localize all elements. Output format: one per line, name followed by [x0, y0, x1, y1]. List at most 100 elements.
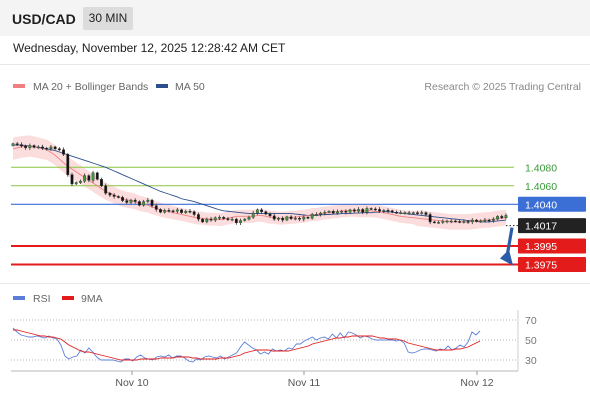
timeframe-button[interactable]: 30 MIN — [83, 7, 133, 30]
candle — [104, 183, 108, 195]
rsi-tick-50: 50 — [525, 335, 537, 347]
candle — [138, 200, 141, 207]
candle — [41, 144, 44, 150]
moving-averages — [12, 144, 507, 223]
candle — [188, 209, 192, 214]
legend-9ma: 9MA — [81, 293, 103, 305]
candle — [310, 212, 314, 220]
level-label-1.3995: 1.3995 — [525, 241, 557, 253]
bollinger-band — [13, 135, 506, 230]
x-tick-label: Nov 12 — [460, 377, 493, 389]
legend-swatch-rsi — [13, 296, 25, 300]
candle — [382, 208, 386, 214]
candle — [159, 208, 162, 214]
candle — [437, 220, 440, 224]
ma20-line — [12, 145, 507, 223]
candle — [277, 216, 280, 222]
candle — [491, 217, 495, 223]
candle — [432, 220, 436, 224]
credit-text: Research © 2025 Trading Central — [424, 81, 581, 93]
candle — [390, 209, 394, 214]
candle — [272, 213, 276, 221]
candle — [205, 217, 209, 224]
candle — [175, 207, 179, 214]
candle — [226, 216, 230, 221]
candle — [331, 209, 335, 215]
candle — [91, 170, 95, 183]
candle — [87, 174, 91, 183]
candle — [357, 207, 360, 213]
candle — [251, 210, 255, 219]
level-box-1.4017 — [518, 218, 586, 234]
candle — [209, 216, 213, 222]
candle — [108, 191, 112, 197]
candle — [327, 210, 331, 214]
candle — [323, 210, 327, 216]
candle — [57, 147, 61, 152]
level-box-1.3995 — [518, 238, 586, 254]
candles — [11, 142, 508, 226]
candle — [129, 198, 133, 205]
legend-swatch-ma50 — [156, 84, 168, 88]
candle — [289, 215, 293, 221]
candle — [365, 206, 369, 215]
candle — [479, 219, 483, 223]
candle — [293, 215, 297, 221]
candle — [243, 218, 247, 222]
candle — [112, 193, 116, 199]
candle — [428, 212, 432, 225]
candle — [268, 212, 272, 218]
chart-datetime: Wednesday, November 12, 2025 12:28:42 AM… — [13, 41, 286, 55]
level-labels: 1.4080 1.4060 1.4040 1.4017 1.3995 1.3975 — [518, 162, 586, 272]
candle — [298, 216, 301, 222]
symbol-title: USD/CAD — [12, 11, 76, 27]
candle — [416, 210, 419, 215]
top-bar: USD/CAD 30 MIN — [0, 0, 590, 36]
candle — [399, 210, 403, 215]
candle — [420, 210, 424, 215]
candle — [361, 208, 365, 215]
level-box-1.4040 — [518, 196, 586, 212]
candle — [462, 219, 466, 224]
candle — [146, 197, 150, 204]
price-legend: MA 20 + Bollinger Bands MA 50 — [13, 81, 205, 93]
candle — [192, 210, 196, 217]
arrow-head — [500, 249, 513, 266]
candle — [45, 146, 49, 151]
level-box-1.3975 — [518, 256, 586, 272]
candle — [100, 177, 103, 188]
candle — [483, 217, 487, 223]
candle — [49, 144, 53, 151]
candle — [466, 220, 470, 224]
rsi-tick-70: 70 — [525, 315, 537, 327]
candle — [395, 210, 398, 215]
candle — [167, 208, 171, 213]
candle — [53, 145, 57, 150]
level-lines — [11, 166, 518, 266]
ma50-line — [13, 144, 507, 223]
candle — [201, 218, 205, 224]
rsi-legend: RSI 9MA — [13, 293, 103, 305]
candle — [247, 215, 251, 221]
candle — [95, 171, 99, 181]
candle — [386, 208, 390, 214]
candle — [264, 210, 268, 216]
candle — [163, 208, 167, 214]
candle — [230, 216, 234, 222]
candle — [340, 209, 344, 214]
candle — [62, 147, 65, 156]
candle — [411, 211, 415, 214]
level-label-1.4017: 1.4017 — [525, 221, 557, 233]
candle — [171, 209, 175, 214]
candle — [184, 209, 188, 215]
candle — [20, 142, 23, 148]
candle — [154, 203, 158, 212]
candle — [319, 211, 322, 217]
candle — [449, 219, 453, 224]
candle — [302, 215, 306, 222]
candle — [403, 211, 407, 215]
candle — [11, 142, 15, 147]
candle — [121, 195, 124, 202]
pane-divider — [0, 283, 590, 284]
